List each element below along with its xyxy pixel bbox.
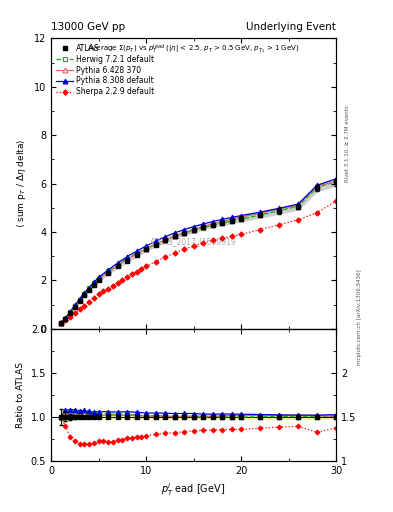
Y-axis label: Ratio to ATLAS: Ratio to ATLAS [16,362,25,428]
Text: ATLAS_2017_I1509919: ATLAS_2017_I1509919 [150,237,237,246]
Legend: ATLAS, Herwig 7.2.1 default, Pythia 6.428 370, Pythia 8.308 default, Sherpa 2.2.: ATLAS, Herwig 7.2.1 default, Pythia 6.42… [55,42,156,98]
X-axis label: $p_T^l$ ead [GeV]: $p_T^l$ ead [GeV] [162,481,226,498]
Text: Rivet 3.1.10, ≥ 2.7M events: Rivet 3.1.10, ≥ 2.7M events [345,105,350,182]
Y-axis label: $\langle$ sum p$_T$ / $\Delta\eta$ delta$\rangle$: $\langle$ sum p$_T$ / $\Delta\eta$ delta… [15,139,28,228]
Text: mcplots.cern.ch [arXiv:1306.3436]: mcplots.cern.ch [arXiv:1306.3436] [357,270,362,365]
Text: Underlying Event: Underlying Event [246,22,336,32]
Text: 13000 GeV pp: 13000 GeV pp [51,22,125,32]
Text: Average $\Sigma(p_T)$ vs $p_T^{lead}$ ($|\eta|$ < 2.5, $p_T$ > 0.5 GeV, $p_{T_1}: Average $\Sigma(p_T)$ vs $p_T^{lead}$ ($… [87,43,300,56]
